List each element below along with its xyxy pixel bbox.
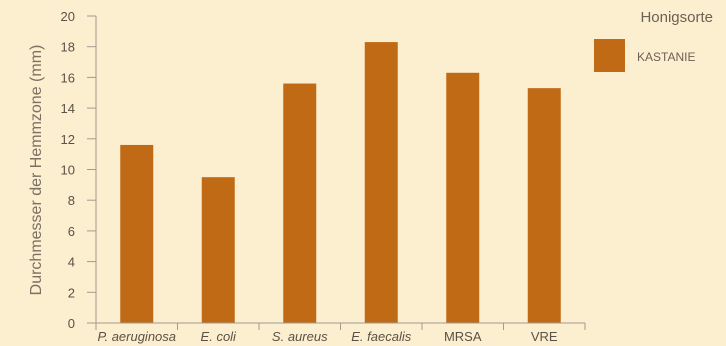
bars [120, 42, 561, 324]
y-tick-label: 16 [61, 70, 75, 85]
y-tick-label: 20 [61, 9, 75, 24]
bar [364, 42, 398, 323]
legend: Honigsorte KASTANIE [594, 9, 713, 72]
x-tick-label: P. aeruginosa [97, 329, 176, 344]
x-tick-label: E. coli [201, 329, 238, 344]
y-tick-label: 18 [61, 40, 75, 55]
x-tick-label: S. aureus [272, 329, 328, 344]
y-tick-label: 12 [61, 132, 75, 147]
y-tick-label: 8 [68, 193, 75, 208]
legend-swatch [594, 39, 625, 72]
y-tick-label: 4 [68, 255, 75, 270]
bar [120, 144, 154, 323]
legend-title: Honigsorte [640, 9, 713, 26]
legend-label: KASTANIE [637, 50, 695, 64]
y-tick-label: 6 [68, 224, 75, 239]
bar [446, 72, 480, 323]
x-tick-label: E. faecalis [351, 329, 411, 344]
y-tick-label: 10 [61, 163, 75, 178]
bar [201, 177, 235, 323]
y-axis-title: Durchmesser der Hemmzone (mm) [28, 45, 45, 296]
bar [527, 88, 561, 324]
y-tick-label: 0 [68, 316, 75, 331]
y-axis: 0 2 4 6 8 10 12 14 16 18 20 [61, 9, 97, 331]
x-axis: P. aeruginosa E. coli S. aureus E. faecalis… [95, 322, 586, 344]
bar [283, 83, 317, 323]
x-tick-label: VRE [531, 329, 558, 344]
x-tick-label: MRSA [444, 329, 482, 344]
y-tick-label: 14 [61, 101, 75, 116]
y-tick-label: 2 [68, 285, 75, 300]
